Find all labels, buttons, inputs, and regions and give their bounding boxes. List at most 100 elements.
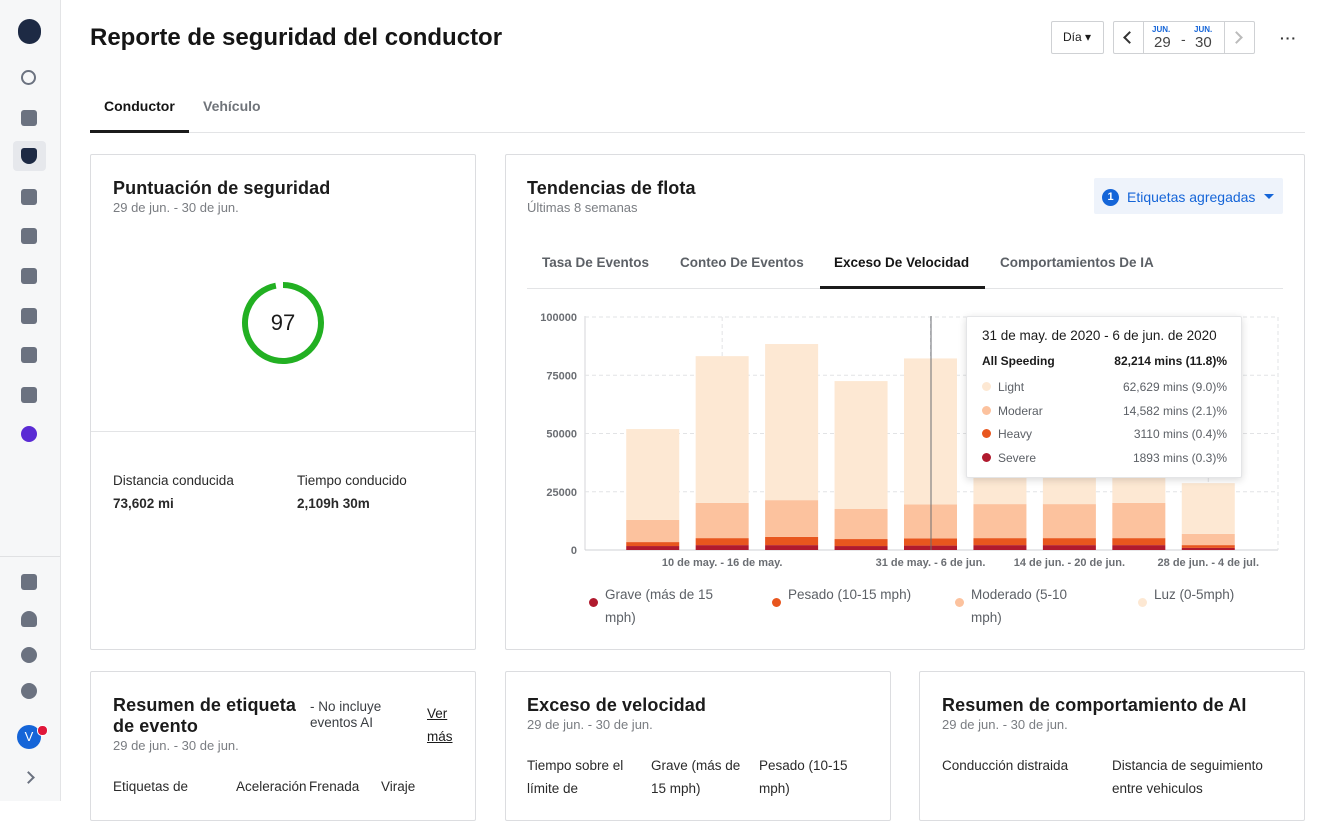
chart-tab[interactable]: Comportamientos De IA: [1000, 255, 1154, 270]
stat-label: Distancia conducida: [113, 473, 234, 488]
routes-icon[interactable]: [21, 268, 37, 284]
debug-icon[interactable]: [21, 426, 37, 442]
bar-segment: [1181, 533, 1235, 546]
x-tick-label: 14 de jun. - 20 de jun.: [1014, 557, 1125, 569]
divider: [1224, 22, 1225, 53]
legend-swatch: [1138, 598, 1147, 607]
tag-filter[interactable]: 1 Etiquetas agregadas: [1094, 178, 1283, 214]
tooltip-row-label: Light: [998, 380, 1025, 394]
fuel-icon[interactable]: [21, 308, 37, 324]
card-title: Tendencias de flota: [527, 178, 696, 198]
settings-icon[interactable]: [21, 683, 37, 699]
tag-count: 1: [1102, 189, 1119, 206]
reports-icon[interactable]: [21, 387, 37, 403]
logo[interactable]: [18, 19, 41, 44]
card-subtitle: 29 de jun. - 30 de jun.: [113, 200, 239, 215]
messages-icon[interactable]: [21, 574, 37, 590]
card-subtitle: 29 de jun. - 30 de jun.: [113, 738, 239, 753]
gauge-arc: [242, 282, 324, 364]
bar-segment: [626, 519, 680, 543]
bar-segment: [834, 546, 888, 550]
ai-card: Resumen de comportamiento de AI 29 de ju…: [919, 671, 1305, 821]
bar-segment: [626, 542, 680, 547]
date-picker[interactable]: JUN. 29 - JUN. 30: [1113, 21, 1255, 54]
bar-segment: [1112, 545, 1166, 550]
tab[interactable]: Vehículo: [203, 98, 261, 114]
card-title: Resumen de etiqueta de evento: [113, 695, 296, 736]
more-menu[interactable]: ···: [1280, 30, 1297, 46]
column-header: Frenada: [309, 779, 360, 794]
docs-icon[interactable]: [21, 347, 37, 363]
legend-label: Grave (más de 15 mph): [605, 587, 714, 625]
bar-segment: [695, 356, 749, 503]
tab-rule: [90, 132, 1305, 133]
bar-segment: [1181, 483, 1235, 534]
tab[interactable]: Conductor: [104, 98, 175, 114]
tab-indicator: [90, 130, 189, 133]
tab-indicator: [820, 286, 985, 289]
chart-tab[interactable]: Conteo De Eventos: [680, 255, 804, 270]
tooltip-row-value: 1893 mins (0.3)%: [1132, 451, 1227, 466]
bar-segment: [765, 500, 819, 537]
y-tick-label: 100000: [540, 312, 577, 324]
tooltip-swatch: [982, 429, 991, 439]
divider: [0, 556, 60, 557]
period-label: Día: [1063, 30, 1082, 44]
bar-segment: [973, 545, 1027, 550]
y-tick-label: 0: [571, 545, 577, 557]
bar-segment: [765, 545, 819, 550]
bar-segment: [695, 545, 749, 550]
column-header: Viraje: [381, 779, 416, 794]
bar-segment: [834, 539, 888, 547]
tooltip-swatch: [982, 405, 991, 415]
bar-segment: [1181, 547, 1235, 550]
card-title: Exceso de velocidad: [527, 695, 706, 715]
gauge-value: 97: [271, 310, 295, 335]
bar-segment: [626, 429, 680, 520]
tooltip-row-label: Heavy: [998, 427, 1033, 442]
legend-label: Luz (0-5mph): [1154, 587, 1235, 602]
alerts-icon[interactable]: [21, 611, 37, 627]
card-subtitle: 29 de jun. - 30 de jun.: [942, 717, 1068, 732]
tooltip-total-label: All Speeding: [982, 354, 1055, 368]
column-header: Aceleración: [236, 779, 307, 794]
search-icon[interactable]: [21, 70, 36, 85]
bar-segment: [973, 504, 1027, 539]
start-month: JUN.: [1152, 25, 1171, 34]
maintenance-icon[interactable]: [21, 228, 37, 244]
safety-icon[interactable]: [21, 148, 37, 164]
event-tag-card: Resumen de etiqueta de evento - No inclu…: [90, 671, 476, 821]
tooltip-title: 31 de may. de 2020 - 6 de jun. de 2020: [982, 328, 1217, 343]
period-select[interactable]: Día ▾: [1051, 21, 1104, 54]
y-tick-label: 75000: [546, 370, 577, 382]
see-more-link[interactable]: Ver más: [427, 706, 453, 744]
bar-segment: [1112, 538, 1166, 546]
x-tick-label: 28 de jun. - 4 de jul.: [1158, 557, 1259, 569]
legend-swatch: [589, 598, 598, 607]
chart-tab[interactable]: Exceso De Velocidad: [834, 255, 970, 270]
card-title: Puntuación de seguridad: [113, 178, 331, 198]
divider: [1143, 22, 1144, 53]
card-title: Resumen de comportamiento de AI: [942, 695, 1247, 715]
safety-card: Puntuación de seguridad 29 de jun. - 30 …: [90, 154, 476, 650]
x-tick-label: 10 de may. - 16 de may.: [662, 557, 783, 569]
bar-segment: [973, 538, 1027, 546]
card-note: - No incluye eventos AI: [310, 699, 382, 730]
tasks-icon[interactable]: [21, 189, 37, 205]
column-header: Distancia de seguimiento entre vehiculos: [1112, 758, 1263, 796]
avatar-badge: [37, 725, 48, 736]
bar-segment: [834, 508, 888, 540]
stat-label: Tiempo conducido: [297, 473, 407, 488]
map-icon[interactable]: [21, 110, 37, 126]
tooltip-row-value: 14,582 mins (2.1)%: [1122, 403, 1227, 418]
caret: [1264, 194, 1274, 199]
legend: Grave (más de 15 mph) Pesado (10-15 mph) M…: [585, 583, 1285, 633]
sidebar: V: [0, 0, 61, 801]
column-header: Grave (más de 15 mph): [651, 758, 741, 796]
help-icon[interactable]: [21, 647, 37, 663]
chart-tab[interactable]: Tasa De Eventos: [542, 255, 650, 270]
legend-label: Pesado (10-15 mph): [788, 587, 912, 602]
bar-segment: [695, 538, 749, 546]
legend-label: Moderado (5-10 mph): [971, 587, 1068, 625]
